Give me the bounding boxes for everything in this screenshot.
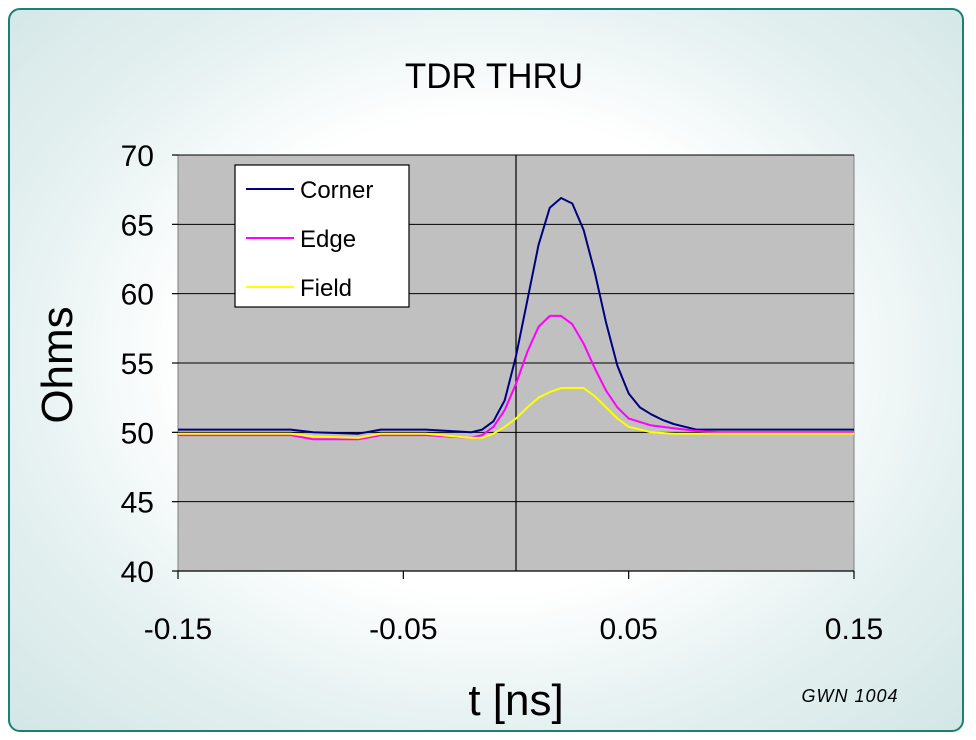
x-tick-label: 0.05: [599, 613, 657, 646]
x-tick-label: 0.15: [825, 613, 883, 646]
legend-label-edge: Edge: [300, 226, 356, 253]
y-tick-label: 70: [121, 140, 154, 173]
slide-frame: TDR THRU -0.15 -0.05 0.05 0.15 70 65 60 55 50 45…: [8, 8, 964, 732]
series-line-edge: [178, 314, 854, 441]
y-tick-label: 45: [121, 487, 154, 520]
y-ticks: 70 65 60 55 50 45 40: [121, 140, 178, 589]
x-ticks: -0.15 -0.05 0.05 0.15: [144, 571, 883, 646]
legend-label-corner: Corner: [300, 177, 373, 204]
series-line-corner: [178, 197, 854, 435]
tdr-chart: TDR THRU -0.15 -0.05 0.05 0.15 70 65 60 55 50 45…: [33, 57, 898, 725]
x-tick-label: -0.15: [144, 613, 212, 646]
y-tick-label: 55: [121, 348, 154, 381]
y-axis-title: Ohms: [33, 306, 82, 423]
y-tick-label: 40: [121, 556, 154, 589]
x-axis-title: t [ns]: [468, 676, 563, 725]
footnote-code: GWN 1004: [801, 686, 898, 706]
series-line-field: [178, 387, 854, 439]
chart-title: TDR THRU: [405, 57, 583, 96]
x-tick-label: -0.05: [369, 613, 437, 646]
y-tick-label: 60: [121, 279, 154, 312]
series-lines: [178, 197, 854, 441]
legend: Corner Edge Field: [234, 164, 410, 308]
y-tick-label: 65: [121, 209, 154, 242]
y-tick-label: 50: [121, 417, 154, 450]
legend-label-field: Field: [300, 275, 352, 302]
